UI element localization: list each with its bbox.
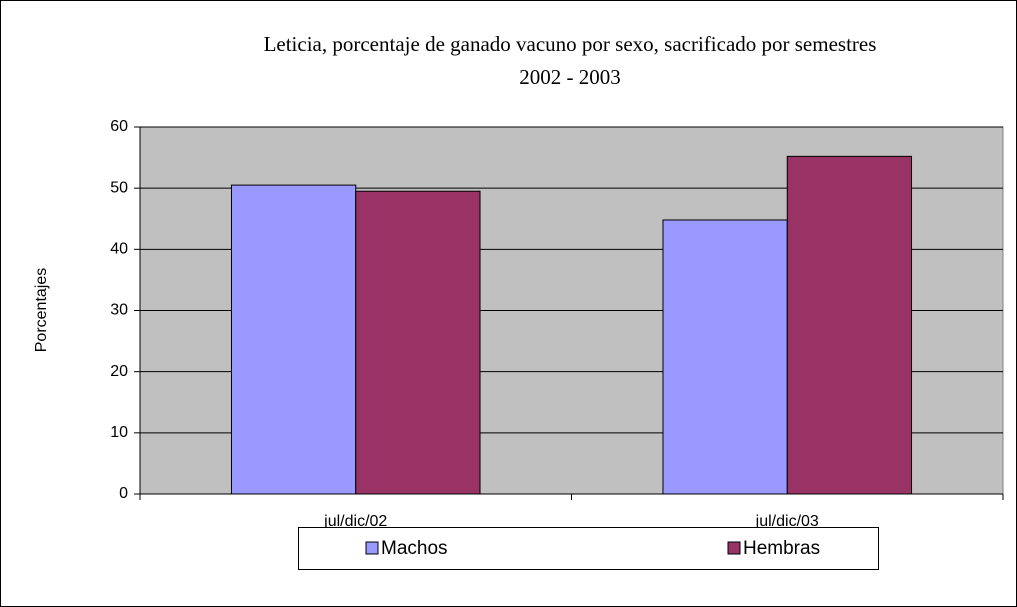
y-tick-label: 60	[110, 118, 128, 135]
legend-swatch	[365, 541, 379, 555]
y-tick-label: 0	[119, 485, 128, 502]
y-tick-label: 50	[110, 179, 128, 196]
y-tick-label: 10	[110, 424, 128, 441]
y-tick-label: 30	[110, 302, 128, 319]
bar	[662, 219, 788, 495]
bar	[230, 184, 357, 495]
legend-label: Hembras	[743, 538, 820, 559]
y-tick-label: 40	[110, 241, 128, 258]
x-tick-label: jul/dic/02	[323, 513, 387, 530]
chart-title: Leticia, porcentaje de ganado vacuno por…	[264, 32, 877, 56]
y-axis-label: Porcentajes	[33, 268, 50, 353]
legend-label: Machos	[381, 538, 448, 559]
y-tick-label: 20	[110, 363, 128, 380]
chart-subtitle: 2002 - 2003	[519, 65, 621, 89]
bar	[355, 190, 481, 495]
legend-swatch	[727, 541, 741, 555]
legend-box	[298, 527, 879, 570]
bar	[786, 155, 913, 495]
x-tick-label: jul/dic/03	[755, 513, 819, 530]
